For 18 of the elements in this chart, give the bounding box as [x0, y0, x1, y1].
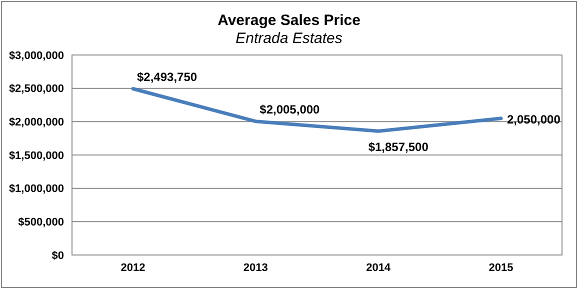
y-tick-label: $0: [52, 250, 64, 262]
data-label: $2,493,750: [137, 70, 198, 84]
y-tick-label: $3,000,000: [8, 50, 64, 62]
data-label: 2,050,000: [507, 112, 561, 126]
chart-title: Average Sales Price: [216, 12, 362, 29]
x-tick-label: 2012: [120, 262, 146, 274]
chart-subtitle: Entrada Estates: [234, 30, 344, 47]
data-label: $1,857,500: [368, 140, 429, 154]
y-tick-label: $1,000,000: [8, 183, 64, 196]
x-tick-label: 2013: [243, 262, 268, 274]
y-tick-label: $1,500,000: [8, 150, 64, 162]
data-label: $2,005,000: [260, 102, 320, 116]
x-tick-label: 2014: [366, 262, 392, 274]
line-series: [131, 87, 503, 133]
x-tick-label: 2015: [488, 262, 514, 274]
y-tick-label: $2,500,000: [8, 83, 64, 96]
y-tick-label: $500,000: [18, 216, 64, 229]
y-tick-label: $2,000,000: [8, 116, 64, 129]
